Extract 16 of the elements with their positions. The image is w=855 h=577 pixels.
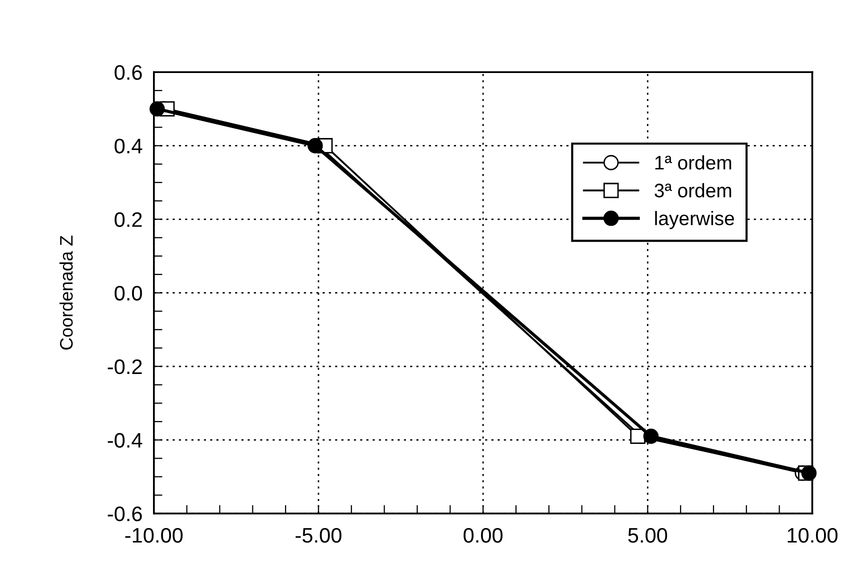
legend-label: layerwise — [655, 211, 734, 230]
x-tick-label: 0.00 — [464, 528, 503, 543]
y-tick-label: -0.4 — [108, 432, 142, 448]
x-tick-label: 5.00 — [628, 528, 668, 543]
x-tick-label: -5.00 — [296, 528, 342, 543]
y-tick-label: 0.0 — [114, 286, 142, 301]
y-tick-label: 0.6 — [114, 65, 142, 80]
y-tick-label: 0.2 — [114, 212, 142, 228]
y-tick-label: -0.2 — [108, 359, 142, 374]
x-tick-label: 10.00 — [788, 528, 838, 543]
legend-label: 3ª ordem — [654, 183, 732, 198]
x-tick-label: -10.00 — [125, 528, 183, 543]
y-axis-title: Coordenada Z — [60, 236, 73, 350]
legend-label: 1ª ordem — [655, 155, 732, 170]
y-tick-label: -0.6 — [108, 506, 142, 522]
y-tick-label: 0.4 — [114, 138, 142, 154]
